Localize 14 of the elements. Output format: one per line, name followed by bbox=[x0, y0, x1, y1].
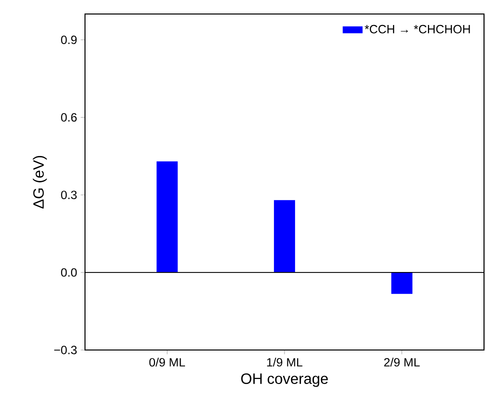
y-tick-label: 0.6 bbox=[61, 113, 77, 122]
y-tick-label: 0.0 bbox=[61, 268, 77, 277]
x-tick-label: 2/9 ML bbox=[384, 358, 420, 367]
legend-label: *CCH → *CHCHOH bbox=[364, 24, 470, 34]
bar bbox=[274, 200, 296, 272]
x-tick-label: 0/9 ML bbox=[149, 358, 186, 367]
x-axis-title: OH coverage bbox=[241, 373, 328, 387]
y-tick-label: −0.3 bbox=[54, 346, 77, 354]
y-tick-label: 0.3 bbox=[61, 190, 77, 200]
bar bbox=[391, 272, 412, 294]
x-tick-label: 1/9 ML bbox=[267, 358, 302, 367]
bar bbox=[156, 161, 178, 272]
y-axis-title: ΔG (eV) bbox=[32, 156, 47, 209]
y-tick-label: 0.9 bbox=[61, 36, 77, 44]
